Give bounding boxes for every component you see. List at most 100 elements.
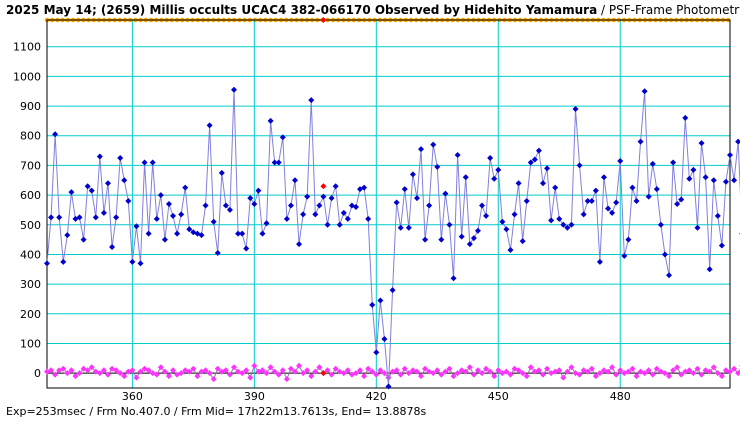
comparison-point	[186, 368, 193, 375]
target-point	[682, 114, 689, 121]
comparison-point	[72, 373, 79, 380]
target-point	[653, 186, 660, 193]
comparison-point	[588, 365, 595, 372]
comparison-point	[698, 371, 705, 378]
comparison-point	[129, 367, 136, 374]
target-point	[625, 236, 632, 243]
target-point	[706, 266, 713, 273]
target-point	[243, 245, 250, 252]
target-point	[373, 349, 380, 356]
chart-title: 2025 May 14; (2659) Millis occults UCAC4…	[6, 3, 740, 17]
event-marker-comparison	[320, 370, 327, 377]
target-point	[535, 147, 542, 154]
target-point	[320, 193, 327, 200]
target-point	[393, 199, 400, 206]
comparison-point	[263, 370, 270, 377]
target-point	[60, 258, 67, 265]
comparison-point	[393, 367, 400, 374]
comparison-point	[609, 364, 616, 371]
target-point	[271, 159, 278, 166]
y-tick-label: 100	[20, 337, 41, 350]
comparison-point	[442, 368, 449, 375]
comparison-point	[560, 374, 567, 381]
comparison-point	[556, 367, 563, 374]
target-point	[145, 230, 152, 237]
target-point	[275, 159, 282, 166]
target-point	[100, 209, 107, 216]
comparison-point	[206, 370, 213, 377]
comparison-point	[690, 370, 697, 377]
target-point	[507, 247, 514, 253]
target-point	[352, 203, 359, 210]
target-point	[430, 141, 437, 148]
target-point	[235, 230, 242, 237]
target-point	[255, 187, 262, 194]
target-point	[369, 301, 376, 308]
target-point	[548, 217, 555, 224]
target-point	[308, 97, 315, 104]
comparison-point	[507, 371, 514, 378]
target-point	[397, 224, 404, 231]
target-point	[336, 221, 343, 228]
target-point	[450, 275, 457, 282]
comparison-point	[418, 373, 425, 380]
target-point	[722, 178, 729, 185]
target-point	[560, 221, 567, 228]
target-point	[576, 162, 583, 169]
target-point	[434, 163, 441, 170]
target-point	[572, 106, 579, 113]
target-point	[296, 241, 303, 248]
target-point	[279, 134, 286, 141]
x-tick-label: 450	[488, 390, 509, 403]
target-point	[251, 201, 258, 207]
target-point	[418, 146, 425, 153]
comparison-point	[165, 373, 172, 380]
comparison-point	[283, 376, 290, 383]
comparison-point	[291, 368, 298, 375]
target-point	[596, 258, 603, 265]
y-tick-label: 0	[34, 367, 41, 380]
comparison-point	[564, 368, 571, 375]
comparison-point	[674, 364, 681, 371]
comparison-point	[686, 367, 693, 374]
target-point	[426, 202, 433, 209]
comparison-point	[251, 362, 258, 369]
comparison-point	[271, 368, 278, 375]
target-point	[588, 198, 595, 205]
comparison-point	[454, 370, 461, 377]
target-point	[328, 195, 335, 202]
target-point	[556, 215, 563, 222]
comparison-point	[535, 367, 542, 374]
target-point	[438, 236, 445, 243]
target-point	[206, 122, 213, 129]
target-point	[568, 221, 575, 228]
chart-title-method: / PSF-Frame Photometry /	[597, 3, 740, 17]
comparison-point	[328, 371, 335, 378]
target-point	[613, 199, 620, 206]
target-point	[210, 218, 217, 225]
comparison-point	[60, 365, 67, 372]
target-point	[316, 202, 323, 209]
target-point	[165, 201, 172, 207]
target-point	[304, 193, 311, 200]
target-point	[121, 177, 128, 184]
target-point	[365, 215, 372, 222]
target-point	[214, 249, 221, 256]
comparison-point	[503, 368, 510, 375]
comparison-point	[247, 374, 254, 381]
comparison-point	[544, 365, 551, 372]
comparison-point	[645, 367, 652, 374]
y-tick-label: 800	[20, 130, 41, 143]
comparison-point	[576, 371, 583, 378]
comparison-point	[527, 364, 534, 371]
comparison-point	[178, 370, 185, 377]
y-tick-label: 600	[20, 189, 41, 202]
comparison-point	[422, 365, 429, 372]
comparison-point	[483, 365, 490, 372]
target-point	[621, 252, 628, 259]
plot-frame	[46, 19, 731, 389]
comparison-point	[401, 365, 408, 372]
comparison-point	[487, 368, 494, 375]
y-tick-label: 900	[20, 100, 41, 113]
comparison-point	[670, 367, 677, 374]
